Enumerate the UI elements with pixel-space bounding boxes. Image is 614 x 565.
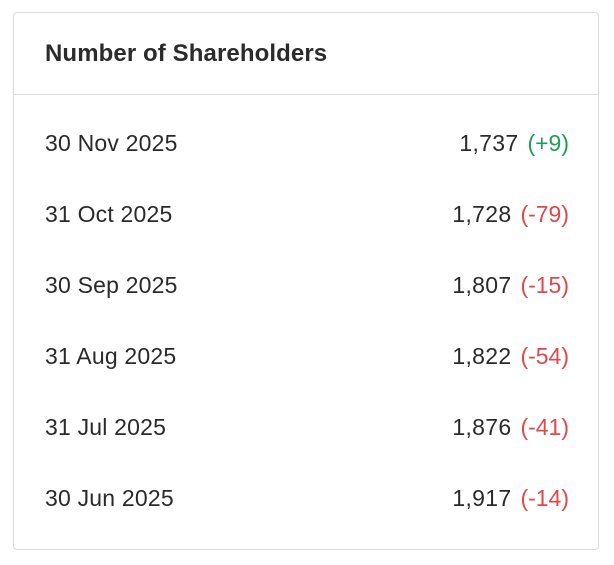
shareholder-count: 1,728 <box>452 201 512 227</box>
list-item: 31 Aug 2025 1,822 (-54) <box>45 321 569 392</box>
list-item: 30 Nov 2025 1,737 (+9) <box>45 108 569 179</box>
row-values: 1,807 (-15) <box>452 272 569 299</box>
list-item: 31 Oct 2025 1,728 (-79) <box>45 179 569 250</box>
change-badge: (-41) <box>520 414 569 440</box>
change-badge: (-14) <box>520 485 569 511</box>
row-values: 1,737 (+9) <box>459 130 569 157</box>
shareholder-count: 1,807 <box>452 272 512 298</box>
shareholder-count: 1,876 <box>452 414 512 440</box>
row-date: 31 Aug 2025 <box>45 343 177 369</box>
row-date: 30 Jun 2025 <box>45 485 174 511</box>
row-date: 30 Sep 2025 <box>45 272 178 298</box>
row-values: 1,917 (-14) <box>452 485 569 512</box>
shareholder-count: 1,822 <box>452 343 512 369</box>
shareholders-list: 30 Nov 2025 1,737 (+9) 31 Oct 2025 1,728… <box>14 95 598 534</box>
row-date: 30 Nov 2025 <box>45 130 178 156</box>
shareholders-card: Number of Shareholders 30 Nov 2025 1,737… <box>13 12 599 550</box>
list-item: 31 Jul 2025 1,876 (-41) <box>45 392 569 463</box>
list-item: 30 Jun 2025 1,917 (-14) <box>45 463 569 534</box>
row-values: 1,822 (-54) <box>452 343 569 370</box>
card-title: Number of Shareholders <box>45 39 328 67</box>
shareholder-count: 1,917 <box>452 485 512 511</box>
card-header: Number of Shareholders <box>14 13 598 95</box>
change-badge: (+9) <box>527 130 569 156</box>
row-date: 31 Oct 2025 <box>45 201 173 227</box>
change-badge: (-54) <box>520 343 569 369</box>
row-values: 1,728 (-79) <box>452 201 569 228</box>
change-badge: (-15) <box>520 272 569 298</box>
list-item: 30 Sep 2025 1,807 (-15) <box>45 250 569 321</box>
change-badge: (-79) <box>520 201 569 227</box>
row-date: 31 Jul 2025 <box>45 414 167 440</box>
shareholder-count: 1,737 <box>459 130 519 156</box>
row-values: 1,876 (-41) <box>452 414 569 441</box>
